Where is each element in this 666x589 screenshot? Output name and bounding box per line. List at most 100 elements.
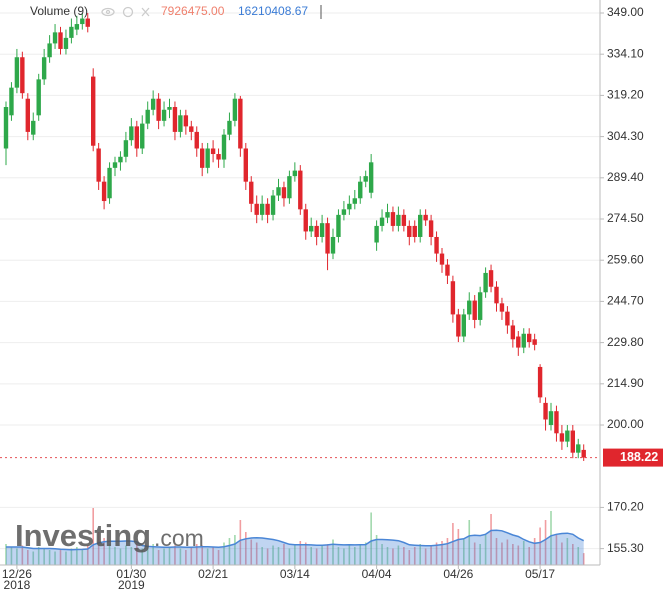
candle-body <box>259 203 265 215</box>
last-price-tag <box>603 448 663 467</box>
candle-body <box>423 214 428 221</box>
candle-body <box>216 154 221 160</box>
volume-bar <box>212 547 214 565</box>
x-tick-label: 01/30 <box>116 567 146 581</box>
volume-bar <box>5 544 7 565</box>
candle-body <box>516 336 521 348</box>
volume-bar <box>43 548 45 565</box>
legend-title: Volume (9) <box>30 4 88 18</box>
volume-bar <box>288 548 291 565</box>
candle-body <box>167 107 172 110</box>
volume-bar <box>364 542 367 565</box>
candle-body <box>472 300 477 320</box>
candle-body <box>232 98 238 121</box>
volume-bar <box>239 520 242 565</box>
volume-bar <box>582 553 585 565</box>
candle-body <box>543 402 548 420</box>
volume-bar <box>484 535 487 565</box>
volume-bar <box>37 547 40 565</box>
volume-last-value: 7926475.00 <box>161 4 225 18</box>
volume-bar <box>32 551 35 565</box>
volume-bar <box>179 548 182 565</box>
volume-bar <box>517 545 520 565</box>
candle-body <box>58 32 63 49</box>
candle-body <box>363 176 368 182</box>
candles <box>3 12 586 461</box>
candle-body <box>69 26 74 38</box>
candle-body <box>161 109 167 121</box>
candle-body <box>439 253 445 265</box>
y-tick-label: 229.80 <box>607 335 644 349</box>
candle-body <box>309 225 314 232</box>
candle-body <box>581 449 586 458</box>
volume-bar <box>92 508 94 565</box>
volume-bar <box>130 547 133 565</box>
candle-body <box>407 225 412 237</box>
volume-bar <box>473 542 476 565</box>
last-price-label: 188.22 <box>620 450 658 464</box>
candle-body <box>14 57 20 88</box>
candle-body <box>347 203 352 210</box>
volume-bar <box>337 547 340 565</box>
candle-body <box>428 220 434 237</box>
volume-bar <box>392 548 394 565</box>
volume-bar <box>522 541 525 565</box>
volume-bar <box>157 550 160 565</box>
y-tick-label: 170.20 <box>607 500 644 514</box>
candle-body <box>249 181 254 204</box>
volume-layer <box>5 508 585 565</box>
candle-body <box>303 209 308 232</box>
volume-bar <box>70 548 73 565</box>
y-tick-label: 259.60 <box>607 252 644 266</box>
candle-body <box>20 57 25 94</box>
candle-body <box>134 126 139 149</box>
y-tick-label: 289.40 <box>607 170 644 184</box>
volume-bar <box>501 542 503 565</box>
volume-bar <box>572 544 574 565</box>
volume-bar <box>185 550 187 565</box>
candle-body <box>189 126 194 132</box>
x-year-label: 2018 <box>4 578 31 589</box>
candle-body <box>31 120 36 135</box>
volume-bar <box>408 550 411 565</box>
volume-bar <box>332 539 334 565</box>
x-year-label: 2019 <box>118 578 145 589</box>
candle-body <box>330 236 336 254</box>
candle-body <box>221 134 227 160</box>
volume-bar <box>136 542 138 565</box>
volume-bar <box>348 545 351 565</box>
volume-bar <box>255 542 258 565</box>
candle-body <box>129 126 134 141</box>
volume-bar <box>566 538 569 565</box>
volume-bar <box>304 542 307 565</box>
volume-bar <box>97 532 100 565</box>
volume-bar <box>419 544 421 565</box>
candle-body <box>401 214 407 226</box>
volume-bar <box>468 520 471 565</box>
candle-body <box>118 156 123 163</box>
candle-body <box>521 333 526 348</box>
volume-bar <box>141 548 144 565</box>
axes: 349.00 334.10 319.20 304.30 289.40 274.50 259.… <box>0 5 663 589</box>
volume-bar <box>48 550 51 565</box>
volume-bar <box>359 544 362 565</box>
volume-bar <box>555 535 558 565</box>
candle-body <box>532 339 537 345</box>
volume-bar <box>326 544 329 565</box>
candle-body <box>200 148 205 168</box>
volume-bar <box>495 538 498 565</box>
candle-body <box>276 187 281 196</box>
volume-bar <box>370 512 372 565</box>
volume-bar <box>452 523 454 565</box>
volume-bar <box>310 547 312 565</box>
x-tick-label: 12/26 <box>2 567 32 581</box>
candle-body <box>25 98 30 132</box>
volume-bar <box>234 535 236 565</box>
candle-body <box>292 170 298 177</box>
candle-body <box>156 98 161 121</box>
candle-body <box>80 18 85 25</box>
x-tick-label: 05/17 <box>525 567 555 581</box>
candle-body <box>418 214 423 237</box>
volume-bar <box>245 532 247 565</box>
